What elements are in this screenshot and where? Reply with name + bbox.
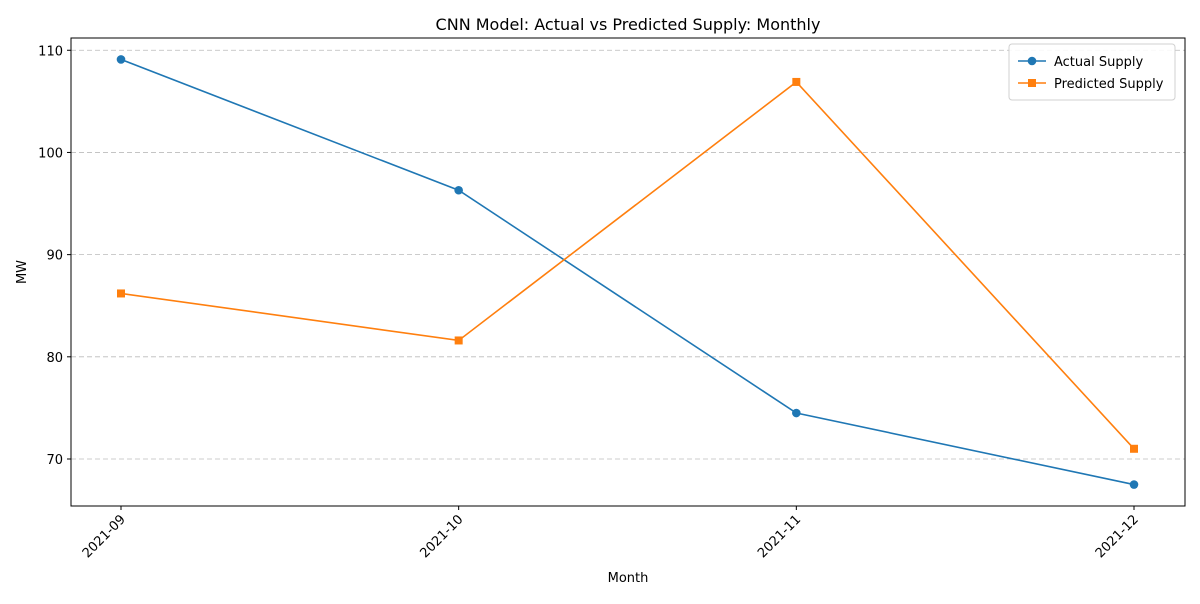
series-line-2	[120, 80, 1135, 450]
data-point	[792, 77, 801, 86]
legend-label: Predicted Supply	[1054, 77, 1164, 92]
y-axis: 70 80 90 100 110	[38, 44, 71, 468]
y-axis-label: MW	[15, 260, 30, 284]
x-tick-label: 2021-11	[755, 512, 804, 561]
legend-marker	[1028, 79, 1036, 87]
chart-title: CNN Model: Actual vs Predicted Supply: M…	[436, 15, 821, 34]
x-axis: 2021-09 2021-10 2021-11 2021-12	[80, 506, 1142, 561]
series-layer	[116, 55, 1139, 489]
x-tick-label: 2021-12	[1093, 512, 1142, 561]
data-point	[792, 408, 801, 418]
y-tick-label: 70	[46, 453, 63, 468]
grid-lines	[71, 49, 1185, 460]
x-tick-label: 2021-10	[417, 512, 466, 561]
legend-marker	[1027, 56, 1037, 66]
data-point	[1129, 480, 1139, 489]
data-point	[1130, 444, 1138, 453]
series-line-1	[120, 58, 1135, 486]
y-tick-label: 100	[38, 146, 63, 161]
data-point	[116, 55, 126, 64]
data-point	[454, 185, 463, 195]
legend-box	[1008, 43, 1176, 101]
x-tick-label: 2021-09	[80, 512, 129, 561]
legend: Actual Supply Predicted Supply	[1008, 43, 1176, 101]
x-axis-label: Month	[608, 571, 649, 586]
legend-label: Actual Supply	[1054, 55, 1143, 70]
data-point	[117, 289, 125, 298]
y-tick-label: 110	[38, 44, 63, 59]
y-tick-label: 80	[46, 351, 63, 366]
data-point	[454, 336, 463, 345]
y-tick-label: 90	[46, 249, 63, 264]
plot-frame	[70, 37, 1186, 507]
